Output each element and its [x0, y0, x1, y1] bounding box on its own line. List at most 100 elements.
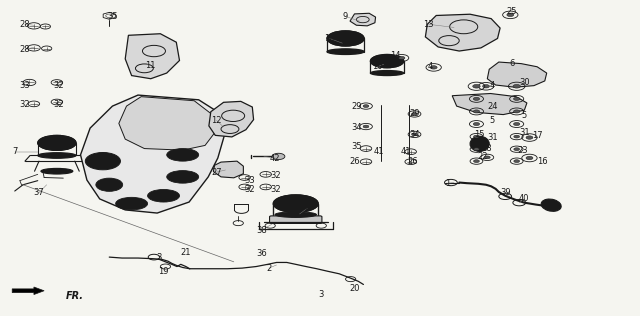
Text: 21: 21: [180, 248, 191, 257]
Text: 32: 32: [270, 185, 280, 194]
Circle shape: [474, 148, 479, 151]
Ellipse shape: [167, 149, 198, 161]
Ellipse shape: [93, 156, 113, 166]
Circle shape: [514, 135, 520, 138]
Circle shape: [484, 156, 490, 159]
Text: 26: 26: [407, 157, 418, 166]
Text: 32: 32: [53, 100, 63, 109]
Text: 17: 17: [532, 131, 543, 141]
Circle shape: [474, 135, 479, 138]
Circle shape: [474, 123, 479, 125]
Text: 25: 25: [506, 7, 517, 16]
Text: 6: 6: [509, 59, 515, 68]
Circle shape: [363, 105, 369, 107]
Text: 23: 23: [518, 146, 529, 155]
Text: 30: 30: [519, 78, 530, 87]
Polygon shape: [12, 287, 44, 295]
Text: 18: 18: [481, 144, 492, 153]
Ellipse shape: [273, 195, 318, 212]
Text: 39: 39: [500, 188, 511, 197]
Ellipse shape: [96, 178, 123, 191]
Circle shape: [526, 136, 533, 139]
Text: 34: 34: [409, 130, 420, 139]
Ellipse shape: [541, 199, 561, 211]
Ellipse shape: [327, 31, 364, 46]
Text: 1: 1: [445, 179, 451, 188]
Text: 31: 31: [519, 128, 530, 137]
Text: 42: 42: [270, 154, 280, 162]
Polygon shape: [81, 95, 224, 213]
Circle shape: [513, 123, 520, 125]
Circle shape: [399, 56, 405, 59]
Text: 15: 15: [474, 130, 485, 139]
Text: 32: 32: [20, 100, 30, 109]
Text: 40: 40: [519, 194, 530, 204]
Text: 12: 12: [211, 116, 222, 125]
Ellipse shape: [285, 200, 307, 208]
Ellipse shape: [371, 54, 404, 68]
Text: 5: 5: [490, 116, 495, 125]
Text: 31: 31: [487, 133, 498, 142]
Text: 19: 19: [158, 267, 169, 276]
Text: 29: 29: [352, 101, 362, 111]
Circle shape: [474, 110, 479, 113]
Text: 35: 35: [352, 143, 362, 151]
Circle shape: [483, 85, 490, 88]
Polygon shape: [119, 97, 214, 150]
Text: 5: 5: [522, 111, 527, 120]
Circle shape: [526, 156, 533, 160]
Ellipse shape: [116, 197, 148, 210]
Text: 20: 20: [350, 284, 360, 293]
Ellipse shape: [148, 190, 179, 202]
Ellipse shape: [380, 58, 395, 64]
Text: 28: 28: [20, 45, 30, 54]
Text: 4: 4: [428, 62, 433, 71]
FancyBboxPatch shape: [269, 216, 322, 223]
Ellipse shape: [470, 136, 489, 151]
Text: FR.: FR.: [66, 291, 84, 301]
Text: 7: 7: [12, 147, 17, 156]
Text: 41: 41: [374, 147, 384, 156]
Circle shape: [507, 13, 514, 16]
Text: 33: 33: [20, 81, 30, 90]
Circle shape: [412, 133, 417, 136]
Ellipse shape: [85, 153, 120, 170]
Text: 24: 24: [487, 101, 498, 111]
Text: 14: 14: [390, 51, 401, 60]
Circle shape: [473, 84, 480, 88]
Text: 10: 10: [372, 62, 383, 71]
Polygon shape: [125, 34, 179, 79]
Text: 41: 41: [401, 147, 412, 156]
Text: 37: 37: [34, 188, 44, 197]
Polygon shape: [487, 62, 547, 87]
Ellipse shape: [275, 212, 317, 217]
Text: 22: 22: [477, 152, 488, 161]
Ellipse shape: [38, 153, 76, 158]
Text: 11: 11: [145, 61, 156, 70]
Text: 33: 33: [244, 175, 255, 185]
Circle shape: [514, 160, 520, 162]
Text: 36: 36: [256, 249, 267, 258]
Circle shape: [430, 66, 437, 69]
Ellipse shape: [155, 192, 173, 199]
Ellipse shape: [38, 135, 76, 150]
Ellipse shape: [173, 173, 191, 180]
Text: 4: 4: [490, 81, 495, 90]
Text: 9: 9: [343, 12, 348, 21]
Text: 32: 32: [53, 81, 63, 90]
Text: 3: 3: [319, 290, 324, 299]
Text: 10: 10: [324, 34, 335, 43]
Ellipse shape: [41, 168, 73, 174]
Polygon shape: [213, 161, 243, 178]
Text: 3: 3: [156, 252, 162, 262]
Ellipse shape: [337, 35, 355, 42]
Text: 32: 32: [244, 185, 255, 194]
Circle shape: [513, 84, 520, 88]
Text: 8: 8: [305, 204, 310, 213]
Circle shape: [412, 112, 417, 115]
Circle shape: [513, 110, 520, 113]
Circle shape: [363, 125, 369, 128]
Polygon shape: [209, 101, 253, 137]
Ellipse shape: [371, 70, 404, 76]
Text: 27: 27: [211, 168, 222, 177]
